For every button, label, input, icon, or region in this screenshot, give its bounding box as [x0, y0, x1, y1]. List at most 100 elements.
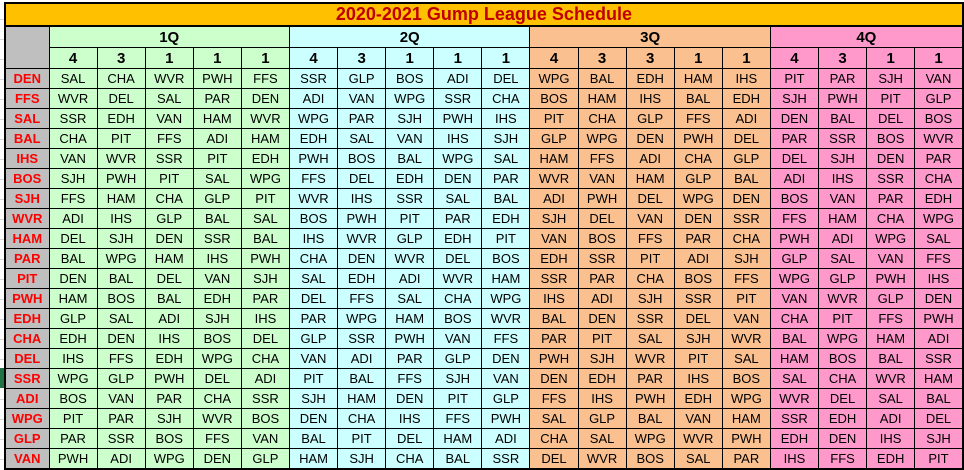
schedule-cell[interactable]: SSR: [481, 448, 531, 470]
team-row-header[interactable]: EDH: [4, 308, 50, 329]
schedule-cell[interactable]: PIT: [481, 228, 531, 249]
schedule-cell[interactable]: PAR: [96, 408, 146, 429]
schedule-cell[interactable]: ADI: [577, 288, 627, 309]
schedule-cell[interactable]: GLP: [192, 188, 242, 209]
team-row-header[interactable]: HAM: [4, 228, 50, 249]
schedule-cell[interactable]: BOS: [192, 328, 242, 349]
schedule-cell[interactable]: SSR: [721, 208, 771, 229]
schedule-cell[interactable]: HAM: [577, 88, 627, 109]
schedule-cell[interactable]: BOS: [721, 368, 771, 389]
schedule-cell[interactable]: PWH: [48, 448, 98, 470]
schedule-cell[interactable]: ADI: [866, 408, 916, 429]
schedule-cell[interactable]: FFS: [914, 248, 964, 269]
schedule-cell[interactable]: SJH: [433, 368, 483, 389]
schedule-cell[interactable]: BAL: [48, 248, 98, 269]
schedule-cell[interactable]: EDH: [144, 348, 194, 369]
schedule-cell[interactable]: IHS: [240, 308, 290, 329]
schedule-cell[interactable]: GLP: [96, 368, 146, 389]
schedule-cell[interactable]: DEN: [625, 128, 675, 149]
schedule-cell[interactable]: ADI: [673, 248, 723, 269]
schedule-cell[interactable]: CHA: [48, 128, 98, 149]
schedule-cell[interactable]: BAL: [529, 308, 579, 329]
schedule-cell[interactable]: PIT: [96, 128, 146, 149]
schedule-cell[interactable]: SJH: [866, 68, 916, 89]
schedule-cell[interactable]: WPG: [866, 228, 916, 249]
schedule-cell[interactable]: PAR: [866, 188, 916, 209]
schedule-cell[interactable]: DEN: [481, 348, 531, 369]
schedule-cell[interactable]: ADI: [529, 188, 579, 209]
schedule-cell[interactable]: VAN: [673, 408, 723, 429]
schedule-cell[interactable]: FFS: [673, 108, 723, 129]
schedule-cell[interactable]: BAL: [481, 188, 531, 209]
schedule-cell[interactable]: PAR: [337, 108, 387, 129]
schedule-cell[interactable]: PIT: [866, 88, 916, 109]
schedule-cell[interactable]: ADI: [288, 88, 339, 109]
schedule-cell[interactable]: BOS: [288, 208, 339, 229]
schedule-cell[interactable]: SAL: [577, 428, 627, 449]
team-row-header[interactable]: DEN: [4, 68, 50, 89]
schedule-cell[interactable]: PIT: [769, 68, 820, 89]
schedule-cell[interactable]: DEL: [769, 148, 820, 169]
schedule-cell[interactable]: DEN: [192, 448, 242, 470]
schedule-cell[interactable]: IHS: [721, 68, 771, 89]
schedule-cell[interactable]: BAL: [385, 148, 435, 169]
schedule-cell[interactable]: WPG: [577, 128, 627, 149]
schedule-cell[interactable]: SJH: [577, 348, 627, 369]
schedule-cell[interactable]: SSR: [817, 128, 868, 149]
schedule-cell[interactable]: IHS: [769, 448, 820, 470]
schedule-cell[interactable]: HAM: [240, 128, 290, 149]
schedule-cell[interactable]: CHA: [769, 308, 820, 329]
schedule-cell[interactable]: SAL: [817, 248, 868, 269]
schedule-cell[interactable]: PIT: [288, 368, 339, 389]
schedule-cell[interactable]: SAL: [433, 188, 483, 209]
team-row-header[interactable]: BAL: [4, 128, 50, 149]
schedule-cell[interactable]: PIT: [240, 188, 290, 209]
schedule-cell[interactable]: PWH: [721, 428, 771, 449]
schedule-cell[interactable]: FFS: [240, 68, 290, 89]
schedule-cell[interactable]: GLP: [866, 288, 916, 309]
schedule-cell[interactable]: CHA: [192, 388, 242, 409]
schedule-cell[interactable]: WPG: [673, 188, 723, 209]
schedule-cell[interactable]: WPG: [337, 308, 387, 329]
schedule-cell[interactable]: SJH: [769, 88, 820, 109]
week-number-cell[interactable]: 3: [337, 47, 387, 69]
schedule-cell[interactable]: WPG: [817, 328, 868, 349]
schedule-cell[interactable]: WVR: [817, 288, 868, 309]
schedule-cell[interactable]: HAM: [721, 408, 771, 429]
schedule-cell[interactable]: WVR: [866, 368, 916, 389]
schedule-cell[interactable]: BAL: [817, 108, 868, 129]
schedule-cell[interactable]: EDH: [721, 88, 771, 109]
schedule-cell[interactable]: FFS: [48, 188, 98, 209]
schedule-cell[interactable]: CHA: [240, 348, 290, 369]
schedule-cell[interactable]: GLP: [817, 268, 868, 289]
schedule-cell[interactable]: DEN: [673, 208, 723, 229]
schedule-cell[interactable]: PIT: [673, 348, 723, 369]
schedule-cell[interactable]: VAN: [288, 348, 339, 369]
schedule-cell[interactable]: PAR: [433, 208, 483, 229]
schedule-cell[interactable]: PWH: [769, 228, 820, 249]
schedule-cell[interactable]: SSR: [914, 348, 964, 369]
schedule-cell[interactable]: SJH: [817, 148, 868, 169]
schedule-cell[interactable]: PWH: [529, 348, 579, 369]
week-number-cell[interactable]: 1: [673, 47, 723, 69]
schedule-cell[interactable]: FFS: [192, 428, 242, 449]
schedule-cell[interactable]: CHA: [385, 448, 435, 470]
quarter-header-3q[interactable]: 3Q: [529, 25, 771, 48]
schedule-cell[interactable]: BOS: [337, 148, 387, 169]
schedule-cell[interactable]: ADI: [192, 128, 242, 149]
schedule-cell[interactable]: PAR: [288, 308, 339, 329]
schedule-cell[interactable]: BAL: [769, 328, 820, 349]
week-number-cell[interactable]: 1: [192, 47, 242, 69]
schedule-cell[interactable]: WPG: [914, 208, 964, 229]
schedule-cell[interactable]: SAL: [337, 128, 387, 149]
schedule-cell[interactable]: DEL: [337, 168, 387, 189]
schedule-cell[interactable]: BOS: [144, 428, 194, 449]
schedule-cell[interactable]: SJH: [48, 168, 98, 189]
schedule-cell[interactable]: HAM: [48, 288, 98, 309]
schedule-cell[interactable]: CHA: [673, 148, 723, 169]
schedule-cell[interactable]: CHA: [96, 68, 146, 89]
schedule-cell[interactable]: SSR: [529, 268, 579, 289]
schedule-cell[interactable]: DEL: [192, 368, 242, 389]
week-number-cell[interactable]: 1: [240, 47, 290, 69]
schedule-cell[interactable]: EDH: [481, 208, 531, 229]
